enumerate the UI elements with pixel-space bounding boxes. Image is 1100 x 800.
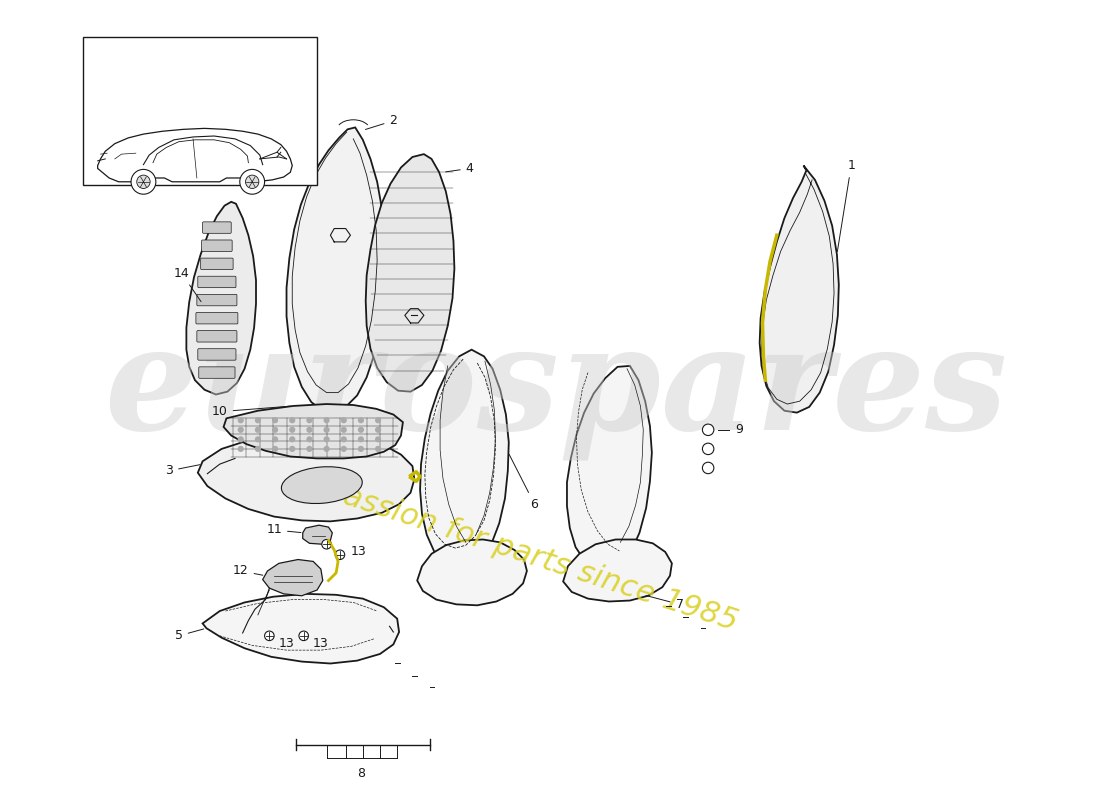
Text: 13: 13 [351,546,366,558]
Circle shape [273,437,277,442]
Circle shape [131,170,156,194]
Text: 6: 6 [509,454,539,510]
FancyBboxPatch shape [199,367,235,378]
FancyBboxPatch shape [202,222,231,234]
Text: 10: 10 [212,405,290,418]
Text: eurospares: eurospares [103,319,1008,461]
Circle shape [290,427,295,432]
Text: 13: 13 [312,637,328,650]
Circle shape [341,446,346,451]
Circle shape [255,427,261,432]
Circle shape [376,418,381,422]
Circle shape [240,170,265,194]
Text: 2: 2 [365,114,397,130]
Text: 12: 12 [233,565,263,578]
Circle shape [290,418,295,422]
Circle shape [273,418,277,422]
Polygon shape [417,539,527,606]
Circle shape [273,446,277,451]
Circle shape [336,550,344,559]
FancyBboxPatch shape [198,276,236,288]
Text: 5: 5 [175,629,204,642]
Polygon shape [563,539,672,602]
Circle shape [255,418,261,422]
Circle shape [359,446,363,451]
Circle shape [376,427,381,432]
Circle shape [324,437,329,442]
Circle shape [341,427,346,432]
Polygon shape [286,127,386,413]
Circle shape [307,418,311,422]
Bar [84,37,317,185]
Text: 14: 14 [174,267,201,302]
Circle shape [324,418,329,422]
Text: 1: 1 [837,159,855,251]
Text: a passion for parts since 1985: a passion for parts since 1985 [294,467,741,637]
Circle shape [359,427,363,432]
Text: 4: 4 [446,162,474,175]
Polygon shape [302,525,332,544]
FancyBboxPatch shape [198,349,236,360]
Circle shape [239,437,243,442]
Circle shape [273,427,277,432]
Polygon shape [198,434,415,522]
FancyBboxPatch shape [201,240,232,251]
Circle shape [703,462,714,474]
Ellipse shape [282,466,362,503]
Circle shape [376,446,381,451]
Polygon shape [223,404,403,458]
Text: 3: 3 [165,464,200,478]
Text: 13: 13 [279,637,295,650]
Polygon shape [420,350,509,569]
Circle shape [299,631,308,641]
Circle shape [239,418,243,422]
Text: 9: 9 [735,423,743,436]
Circle shape [307,427,311,432]
Circle shape [324,427,329,432]
Polygon shape [98,128,293,182]
Text: 7: 7 [646,595,683,611]
FancyBboxPatch shape [200,258,233,270]
Circle shape [703,443,714,454]
Circle shape [376,437,381,442]
Circle shape [239,446,243,451]
Polygon shape [760,166,839,413]
Circle shape [255,437,261,442]
Polygon shape [566,366,652,571]
Circle shape [307,446,311,451]
Polygon shape [263,559,322,596]
Circle shape [290,437,295,442]
FancyBboxPatch shape [197,294,236,306]
Polygon shape [365,154,454,392]
Text: 11: 11 [266,523,301,537]
Text: 8: 8 [356,766,365,779]
FancyBboxPatch shape [196,313,238,324]
Circle shape [703,424,714,435]
Circle shape [324,446,329,451]
Circle shape [245,175,258,189]
Circle shape [239,427,243,432]
Circle shape [359,437,363,442]
Circle shape [341,437,346,442]
Circle shape [255,446,261,451]
Circle shape [359,418,363,422]
Polygon shape [202,594,399,663]
FancyBboxPatch shape [197,330,236,342]
Polygon shape [186,202,256,394]
Circle shape [136,175,150,189]
Circle shape [322,539,331,549]
Circle shape [307,437,311,442]
Circle shape [290,446,295,451]
Circle shape [341,418,346,422]
Circle shape [265,631,274,641]
